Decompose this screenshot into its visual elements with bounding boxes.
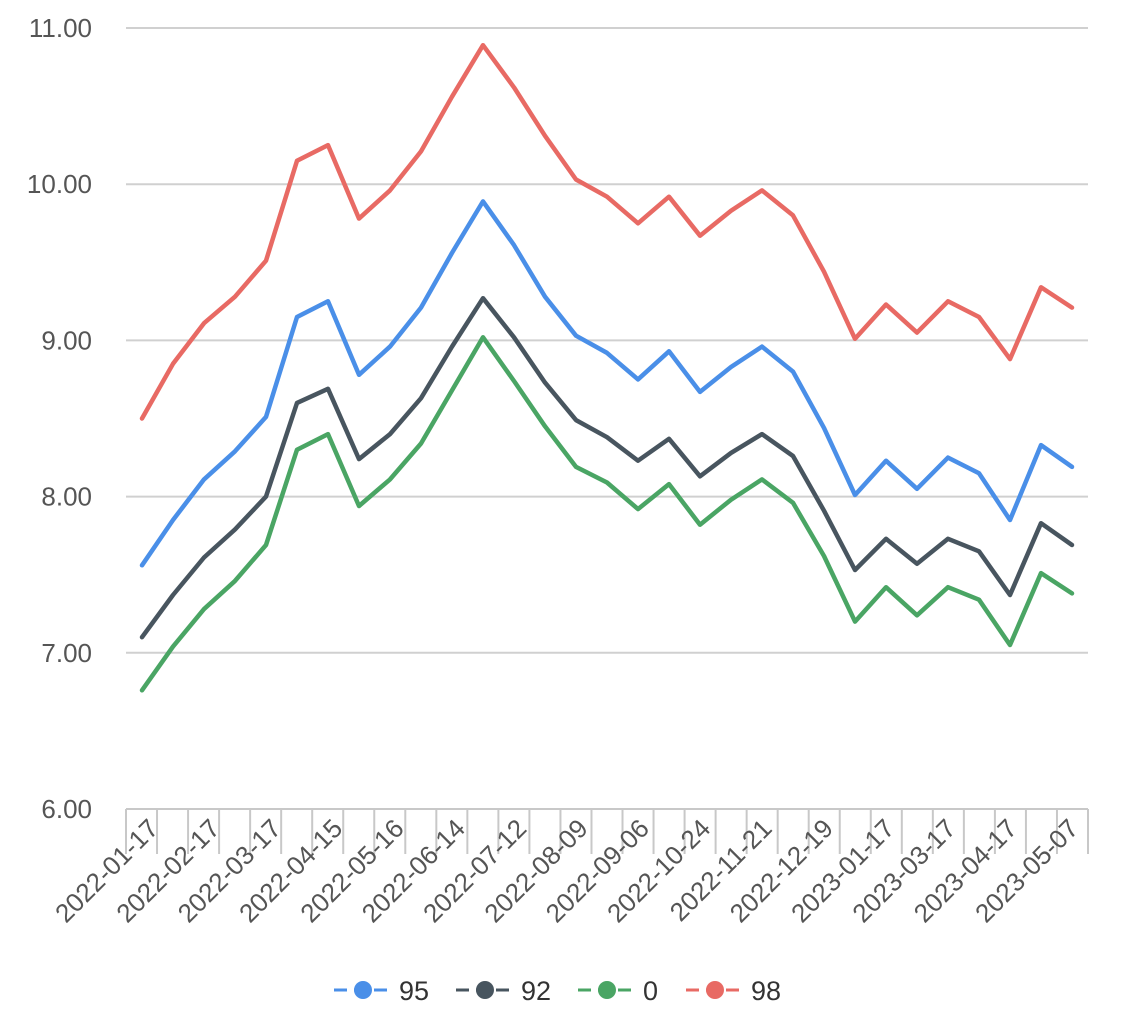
y-tick-label: 10.00 (27, 169, 92, 199)
legend-item-92[interactable]: 92 (456, 976, 551, 1006)
gridlines (126, 27, 1088, 654)
legend-item-98[interactable]: 98 (686, 976, 781, 1006)
legend-item-0[interactable]: 0 (578, 976, 658, 1006)
series-line-92 (139, 295, 1075, 640)
series-lines (139, 42, 1075, 693)
series-line-95 (139, 199, 1075, 568)
legend-label: 98 (751, 976, 781, 1006)
y-tick-label: 9.00 (41, 325, 92, 355)
legend-dot-marker (476, 981, 494, 999)
series-line-0 (139, 335, 1075, 693)
y-tick-label: 8.00 (41, 482, 92, 512)
legend-dot-marker (706, 981, 724, 999)
legend-dot-marker (598, 981, 616, 999)
legend-item-95[interactable]: 95 (334, 976, 429, 1006)
legend: 95 92 0 98 (334, 976, 781, 1006)
y-tick-label: 6.00 (41, 794, 92, 824)
y-tick-label: 11.00 (29, 13, 92, 43)
legend-dot-marker (354, 981, 372, 999)
y-tick-label: 7.00 (41, 638, 92, 668)
series-line-98 (139, 42, 1075, 421)
legend-label: 0 (643, 976, 658, 1006)
legend-label: 95 (399, 976, 429, 1006)
legend-label: 92 (521, 976, 551, 1006)
